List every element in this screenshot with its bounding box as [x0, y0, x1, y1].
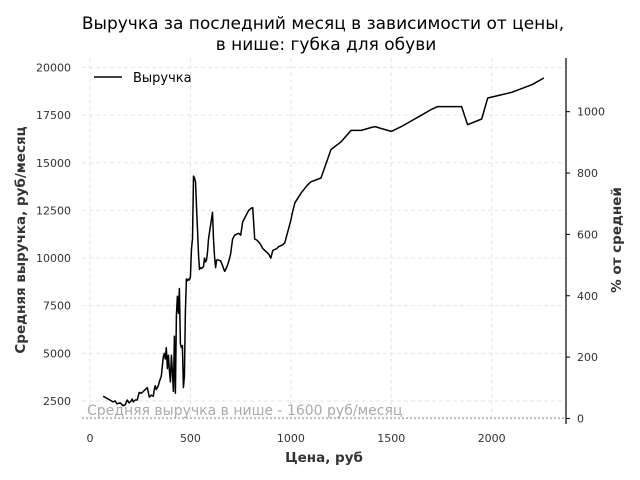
chart-title-line1: Выручка за последний месяц в зависимости… — [82, 14, 564, 34]
y-axis-right-label: % от средней — [609, 187, 625, 293]
y-tick-label: 12500 — [36, 204, 71, 217]
chart-title-line2: в нише: губка для обуви — [216, 35, 437, 55]
x-axis-label: Цена, руб — [285, 450, 363, 466]
average-revenue-label: Средняя выручка в нише - 1600 руб/месяц — [87, 403, 402, 419]
x-tick-label: 500 — [180, 432, 201, 445]
y-right-tick-label: 200 — [577, 351, 598, 364]
y-tick-label: 5000 — [43, 347, 71, 360]
y-tick-label: 20000 — [36, 62, 71, 75]
y-right-tick-label: 800 — [577, 167, 598, 180]
y-tick-label: 7500 — [43, 300, 71, 313]
x-tick-label: 1500 — [377, 432, 405, 445]
y-tick-label: 15000 — [36, 157, 71, 170]
axes — [565, 58, 570, 424]
x-tick-label: 0 — [87, 432, 94, 445]
legend-label: Выручка — [133, 71, 192, 86]
y-right-tick-label: 1000 — [577, 106, 605, 119]
x-tick-label: 2000 — [478, 432, 506, 445]
y-right-tick-label: 0 — [577, 412, 584, 425]
revenue-series-line — [102, 77, 545, 407]
y-tick-label: 17500 — [36, 109, 71, 122]
legend: Выручка — [94, 71, 192, 86]
y-axis-label: Средняя выручка, руб/месяц — [13, 126, 29, 353]
grid-lines — [82, 58, 566, 420]
y-tick-label: 10000 — [36, 252, 71, 265]
y-right-tick-label: 600 — [577, 228, 598, 241]
y-tick-label: 2500 — [43, 395, 71, 408]
x-tick-label: 1000 — [277, 432, 305, 445]
y-right-tick-label: 400 — [577, 290, 598, 303]
tick-labels: 0 500 1000 1500 2000250050007500100001250015… — [36, 62, 605, 445]
